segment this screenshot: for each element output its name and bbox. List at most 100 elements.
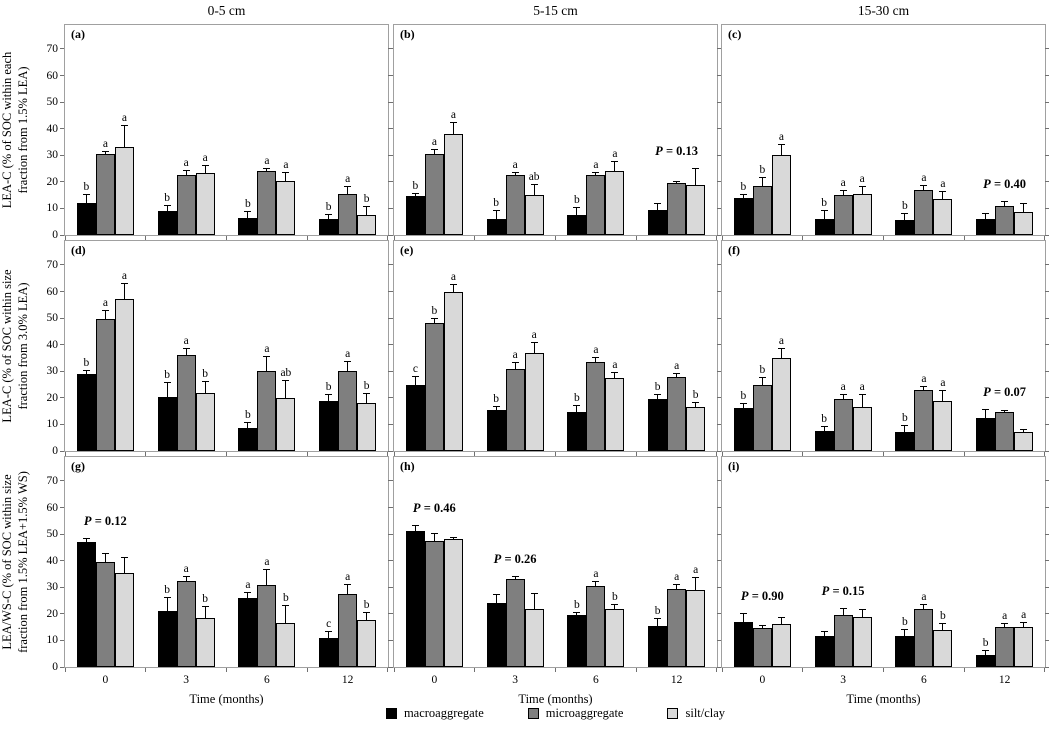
error-bar	[614, 604, 616, 609]
panel-letter: (d)	[71, 243, 86, 257]
y-tick-label: 20	[46, 391, 59, 404]
x-tick	[306, 668, 308, 672]
x-tick-label: 12	[341, 674, 354, 686]
error-bar	[514, 576, 516, 580]
error-bar	[657, 395, 659, 400]
bar-microaggregate-month-12	[667, 183, 687, 235]
error-bar-cap	[244, 591, 252, 593]
error-bar	[533, 593, 535, 609]
y-tick-label: 60	[46, 501, 59, 514]
error-bar	[904, 629, 906, 637]
error-bar-cap	[120, 282, 128, 284]
error-bar-cap	[411, 525, 419, 527]
x-tick-label: 0	[431, 674, 438, 686]
x-tick	[394, 452, 395, 456]
sig-letter: c	[326, 618, 332, 631]
bar-microaggregate-month-3	[176, 355, 196, 451]
chart-panel-i: (i) P = 0.90 P = 0.15 b a b b a a	[717, 456, 1049, 672]
x-tick	[802, 236, 804, 240]
error-bar-cap	[182, 347, 190, 349]
sig-letter: a	[345, 173, 351, 186]
error-bar-cap	[820, 631, 828, 633]
sig-letter: a	[264, 342, 270, 355]
p-value-annotation: P = 0.26	[493, 551, 537, 566]
sig-letter: a	[283, 158, 289, 171]
error-bar	[433, 534, 435, 541]
y-tick	[389, 317, 393, 319]
y-tick	[1045, 586, 1049, 588]
error-bar-cap	[530, 592, 538, 594]
x-tick	[802, 668, 804, 672]
bar-silt/clay-month-3	[195, 392, 215, 451]
y-tick	[60, 639, 64, 641]
bar-macroaggregate-month-0	[733, 621, 753, 667]
bar-macroaggregate-month-0	[733, 408, 753, 451]
error-bar	[695, 577, 697, 590]
bar-microaggregate-month-0	[752, 384, 772, 451]
sig-letter: b	[821, 197, 827, 210]
error-bar-cap	[592, 356, 600, 358]
error-bar-cap	[654, 394, 662, 396]
bar-macroaggregate-month-6	[238, 428, 258, 451]
sig-letter: a	[593, 343, 599, 356]
error-bar-cap	[1020, 428, 1028, 430]
sig-letter: a	[674, 570, 680, 583]
chart-panel-e: (e) c b a b a a b a a b a b	[389, 240, 721, 456]
error-bar	[780, 144, 782, 156]
sig-letter: a	[693, 563, 699, 576]
bar-silt/clay-month-0	[114, 299, 134, 451]
error-bar	[328, 215, 330, 220]
error-bar-cap	[692, 576, 700, 578]
sig-letter: c	[412, 362, 418, 375]
sig-letter: a	[593, 158, 599, 171]
x-tick	[65, 452, 66, 456]
error-bar-cap	[1001, 410, 1009, 412]
bar-macroaggregate-month-3	[157, 211, 177, 235]
y-tick	[717, 154, 721, 156]
bar-microaggregate-month-12	[995, 412, 1015, 451]
x-tick	[963, 452, 965, 456]
bar-silt/clay-month-0	[443, 134, 463, 235]
chart-panel-b: (b) b a a b a ab b a a P = 0.13	[389, 24, 721, 240]
error-bar-cap	[344, 186, 352, 188]
bar-microaggregate-month-6	[586, 585, 606, 667]
sig-letter: a	[183, 334, 189, 347]
error-bar-cap	[939, 390, 947, 392]
error-bar	[942, 391, 944, 401]
error-bar	[923, 185, 925, 190]
error-bar-cap	[182, 170, 190, 172]
y-tick	[1045, 317, 1049, 319]
sig-letter: a	[102, 297, 108, 310]
error-bar-cap	[573, 207, 581, 209]
p-value-annotation: P = 0.15	[821, 583, 865, 598]
x-axis-title: Time (months)	[189, 692, 264, 706]
error-bar-cap	[901, 212, 909, 214]
error-bar-cap	[363, 206, 371, 208]
bar-microaggregate-month-3	[833, 195, 853, 235]
error-bar-cap	[982, 212, 990, 214]
y-tick-label: 70	[46, 42, 59, 55]
error-bar-cap	[511, 362, 519, 364]
error-bar-cap	[1020, 203, 1028, 205]
bar-microaggregate-month-6	[914, 608, 934, 667]
bar-microaggregate-month-12	[667, 588, 687, 667]
y-tick	[1045, 181, 1049, 183]
y-tick	[1045, 480, 1049, 482]
y-tick	[717, 480, 721, 482]
bar-silt/clay-month-12	[1014, 432, 1034, 451]
bar-macroaggregate-month-3	[157, 611, 177, 667]
bar-microaggregate-month-12	[338, 371, 358, 451]
x-tick	[716, 452, 717, 456]
bar-microaggregate-month-6	[586, 361, 606, 451]
y-tick	[717, 264, 721, 266]
error-bar	[123, 283, 125, 300]
y-tick-label: 10	[46, 418, 59, 431]
y-tick	[1045, 613, 1049, 615]
y-tick	[1045, 666, 1049, 668]
bar-silt/clay-month-12	[357, 620, 377, 667]
error-bar	[533, 184, 535, 196]
panel-letter: (e)	[400, 243, 414, 257]
p-value-annotation: P = 0.40	[983, 176, 1027, 191]
error-bar-cap	[858, 394, 866, 396]
bar-silt/clay-month-0	[114, 147, 134, 235]
